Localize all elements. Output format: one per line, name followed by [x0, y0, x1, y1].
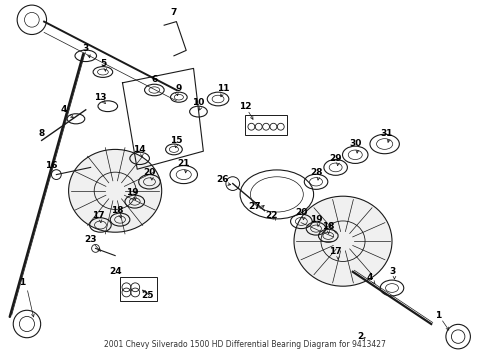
Ellipse shape — [321, 221, 365, 261]
Text: 15: 15 — [170, 136, 183, 145]
Bar — [245, 115, 287, 135]
Text: 24: 24 — [109, 267, 122, 276]
Text: 10: 10 — [192, 98, 205, 107]
Text: 11: 11 — [217, 84, 229, 93]
Text: 18: 18 — [322, 222, 335, 231]
Text: 20: 20 — [143, 168, 156, 177]
Text: 6: 6 — [151, 75, 157, 84]
Text: 3: 3 — [83, 44, 89, 53]
Text: 1: 1 — [436, 310, 441, 320]
Text: 13: 13 — [94, 93, 107, 102]
Text: 27: 27 — [248, 202, 261, 211]
Text: 16: 16 — [45, 161, 58, 170]
Text: 23: 23 — [84, 235, 97, 244]
Ellipse shape — [69, 149, 162, 232]
Text: 18: 18 — [111, 206, 124, 215]
Text: 17: 17 — [329, 247, 342, 256]
Text: 22: 22 — [266, 211, 278, 220]
Text: 2: 2 — [357, 332, 363, 341]
Text: 19: 19 — [126, 188, 139, 197]
Text: 28: 28 — [310, 168, 322, 177]
Text: 29: 29 — [329, 154, 342, 163]
Text: 14: 14 — [133, 145, 146, 154]
Text: 21: 21 — [177, 159, 190, 168]
Ellipse shape — [294, 196, 392, 286]
Text: 12: 12 — [239, 102, 251, 111]
Text: 26: 26 — [217, 175, 229, 184]
Text: 19: 19 — [310, 215, 322, 224]
Text: 25: 25 — [141, 291, 153, 300]
Ellipse shape — [94, 172, 136, 210]
Text: 2001 Chevy Silverado 1500 HD Differential Bearing Diagram for 9413427: 2001 Chevy Silverado 1500 HD Differentia… — [104, 340, 386, 349]
Text: 1: 1 — [19, 278, 25, 287]
Bar — [120, 277, 157, 301]
Text: 5: 5 — [100, 58, 106, 68]
Text: 31: 31 — [381, 129, 393, 138]
Circle shape — [51, 170, 61, 180]
Text: 17: 17 — [92, 211, 104, 220]
Text: 20: 20 — [295, 208, 308, 217]
Text: 8: 8 — [39, 129, 45, 138]
Text: 3: 3 — [389, 267, 395, 276]
Text: 9: 9 — [175, 84, 182, 93]
Text: 30: 30 — [349, 139, 362, 148]
Text: 4: 4 — [367, 273, 373, 282]
Text: 7: 7 — [171, 8, 177, 17]
Text: 4: 4 — [60, 105, 67, 114]
